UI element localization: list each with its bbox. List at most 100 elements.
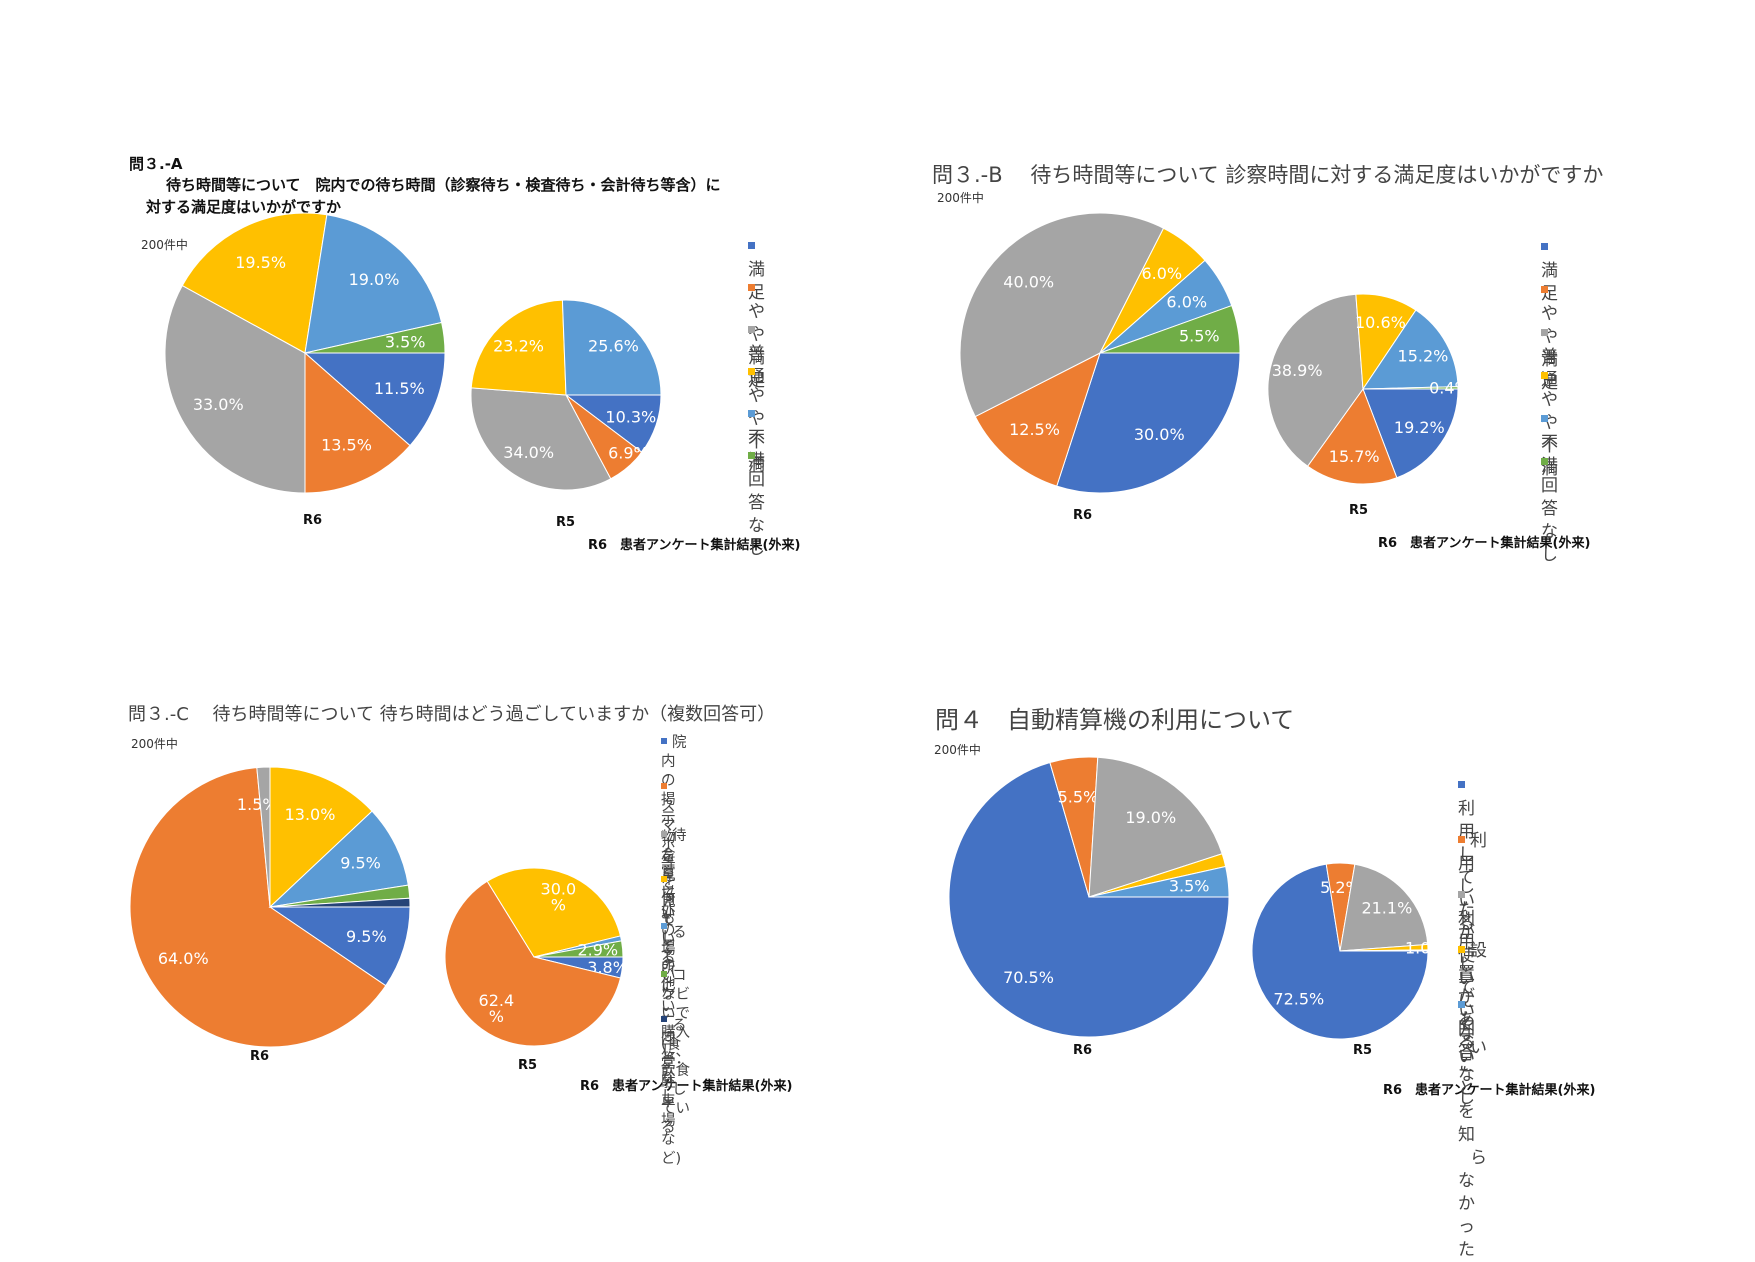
q4-title: 問４ 自動精算機の利用について [935, 706, 1295, 734]
pie-data-label: 72.5% [1273, 989, 1324, 1008]
legend-swatch [661, 876, 667, 882]
pie-data-label: 15.2% [1398, 346, 1449, 365]
q3c-title: 問３.-C 待ち時間等について 待ち時間はどう過ごしていますか（複数回答可） [128, 704, 776, 725]
pie-data-label: 38.9% [1272, 361, 1323, 380]
pie-data-label: 10.3% [605, 407, 656, 426]
legend-item: 何もしていない [661, 872, 676, 1024]
legend-swatch [661, 783, 667, 789]
legend-item: 回答なし [748, 446, 765, 561]
legend-swatch [661, 971, 667, 977]
q4-r6-pie: 70.5% 5.5% 19.0% 3.5% [948, 756, 1230, 1038]
pie-data-label: 3.5% [1169, 877, 1210, 896]
legend-item: やや不満 [748, 362, 765, 477]
legend-item: やや満足 [748, 278, 765, 393]
legend-swatch [1541, 457, 1548, 465]
pie-data-label: 15.7% [1329, 447, 1380, 466]
legend-swatch [748, 325, 755, 333]
pie-slice [948, 761, 1230, 1038]
pie-slice [1362, 386, 1459, 390]
pie-data-label: 64.0% [158, 949, 209, 968]
legend-swatch [1541, 371, 1548, 379]
pie-data-label: 1.0% [1405, 938, 1446, 957]
pie-slice [1362, 309, 1459, 390]
pie-data-label: 9.5% [340, 853, 381, 872]
legend-item: 満足 [748, 236, 765, 305]
legend-item: スマホ等を見ている [661, 779, 676, 969]
q3b-title: 問３.-B 待ち時間等について 診察時間に対する満足度はいかがですか [932, 163, 1604, 187]
legend-swatch [661, 923, 667, 929]
pie-data-label: 13.0% [285, 805, 336, 824]
q3b-count-label: 200件中 [937, 191, 984, 205]
pie-slice [1362, 388, 1459, 479]
pie-data-label: 6.0% [1141, 264, 1182, 283]
pie-slice [1306, 387, 1398, 485]
pie-slice [129, 767, 387, 1048]
q3c-count-label: 200件中 [131, 737, 178, 751]
pie-data-label: 10.6% [1355, 313, 1406, 332]
pie-slice [269, 897, 411, 908]
legend-swatch [1458, 1000, 1465, 1008]
pie-data-label: 5.5% [1058, 787, 1099, 806]
q3c-r5-label: R5 [518, 1058, 538, 1073]
pie-data-label: 0.4% [1429, 378, 1470, 397]
pie-data-label: 34.0% [503, 443, 554, 462]
pie-slice [181, 212, 328, 354]
legend-swatch [661, 738, 667, 744]
pie-data-label: 2.9% [577, 941, 618, 960]
pie-slice [444, 880, 622, 1047]
q3c-r6-pie: 9.5% 64.0% 1.5% 13.0% 9.5% [129, 766, 411, 1048]
pie-data-label: 62.4% [479, 991, 515, 1026]
q3a-title-prefix: 問３.-A [129, 155, 183, 173]
q3b-footer: R6 患者アンケート集計結果(外来) [1378, 536, 1591, 551]
pie-data-label: 12.5% [1009, 420, 1060, 439]
q3a-r6-pie: 11.5% 13.5% 33.0% 19.5% 19.0% 3.5% [164, 212, 446, 494]
legend-swatch [748, 367, 755, 375]
pie-slice [268, 906, 411, 987]
pie-data-label: 6.9% [608, 444, 649, 463]
pie-data-label: 23.2% [493, 336, 544, 355]
q3a-r6-label: R6 [303, 513, 323, 528]
legend-item: その他 [661, 919, 676, 995]
q3a-title-line2: 対する満足度はいかがですか [146, 198, 342, 216]
q3a-r5-pie: 10.3% 6.9% 34.0% 23.2% 25.6% [470, 299, 662, 491]
pie-slice [974, 352, 1101, 487]
pie-slice [486, 867, 622, 958]
pie-slice [959, 212, 1165, 418]
legend-item: 満足 [1541, 237, 1558, 306]
pie-data-label: 5.5% [1179, 326, 1220, 345]
legend-swatch [661, 831, 667, 837]
legend-item: 回答なし [1458, 995, 1475, 1110]
pie-data-label: 30.0% [1134, 425, 1185, 444]
legend-swatch [1541, 328, 1548, 336]
pie-slice [1339, 949, 1429, 952]
pie-data-label: 25.6% [588, 336, 639, 355]
pie-slice [1099, 304, 1241, 354]
q3c-r6-label: R6 [250, 1049, 270, 1064]
q3a-r5-label: R5 [556, 515, 576, 530]
legend-swatch [661, 1016, 667, 1022]
pie-slice [1339, 863, 1429, 952]
pie-slice [268, 810, 409, 908]
pie-data-label: 19.2% [1394, 418, 1445, 437]
q3b-r6-label: R6 [1073, 508, 1093, 523]
pie-data-label: 6.0% [1166, 292, 1207, 311]
legend-swatch [748, 451, 755, 459]
pie-slice [470, 387, 612, 491]
pie-slice [470, 299, 567, 396]
legend-swatch [1458, 890, 1465, 898]
pie-slice [561, 299, 662, 396]
legend-swatch [1458, 835, 1465, 843]
q3c-r5-pie: 3.8%62.4 %30.0 %2.9% [444, 867, 628, 1047]
q3c-footer: R6 患者アンケート集計結果(外来) [580, 1079, 793, 1094]
pie-slice [533, 940, 624, 958]
legend-item: 利用したが使いにくい [1458, 831, 1487, 1058]
pie-data-label: 70.5% [1003, 968, 1054, 987]
q3b-r5-label: R5 [1349, 503, 1369, 518]
q4-footer: R6 患者アンケート集計結果(外来) [1383, 1083, 1596, 1098]
pie-data-label: 33.0% [193, 395, 244, 414]
pie-slice [304, 351, 411, 494]
pie-data-label: 19.0% [349, 270, 400, 289]
pie-data-label: 1.5% [237, 795, 278, 814]
pie-slice [303, 352, 446, 447]
